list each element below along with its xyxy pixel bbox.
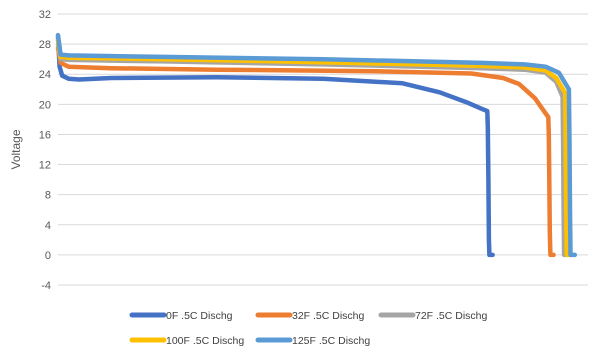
legend: 0F .5C Dischg 32F .5C Dischg 72F .5C Disch… xyxy=(129,310,488,347)
series-lines xyxy=(55,32,578,258)
series-line xyxy=(55,34,495,258)
y-tick-label: 28 xyxy=(39,39,51,51)
y-tick-label: 20 xyxy=(39,99,51,111)
y-tick-label: 12 xyxy=(39,160,51,172)
y-tick-label: -4 xyxy=(41,280,51,292)
series-line xyxy=(55,38,573,258)
legend-label: 32F .5C Dischg xyxy=(292,310,365,322)
legend-label: 125F .5C Dischg xyxy=(292,335,370,347)
y-axis-title: Voltage xyxy=(9,129,23,169)
y-tick-label: 32 xyxy=(39,9,51,21)
y-tick-label: 24 xyxy=(39,69,51,81)
y-tick-label: 8 xyxy=(45,190,51,202)
legend-label: 100F .5C Dischg xyxy=(166,335,244,347)
series-line xyxy=(55,32,578,258)
y-tick-label: 4 xyxy=(45,220,51,232)
legend-label: 72F .5C Dischg xyxy=(415,310,488,322)
series-line xyxy=(55,45,556,258)
y-tick-label: 0 xyxy=(45,250,51,262)
gridlines xyxy=(58,13,588,286)
y-tick-label: 16 xyxy=(39,129,51,141)
legend-label: 0F .5C Dischg xyxy=(166,310,233,322)
y-axis-ticks: -4 0 4 8 12 16 20 24 28 32 xyxy=(39,9,51,292)
